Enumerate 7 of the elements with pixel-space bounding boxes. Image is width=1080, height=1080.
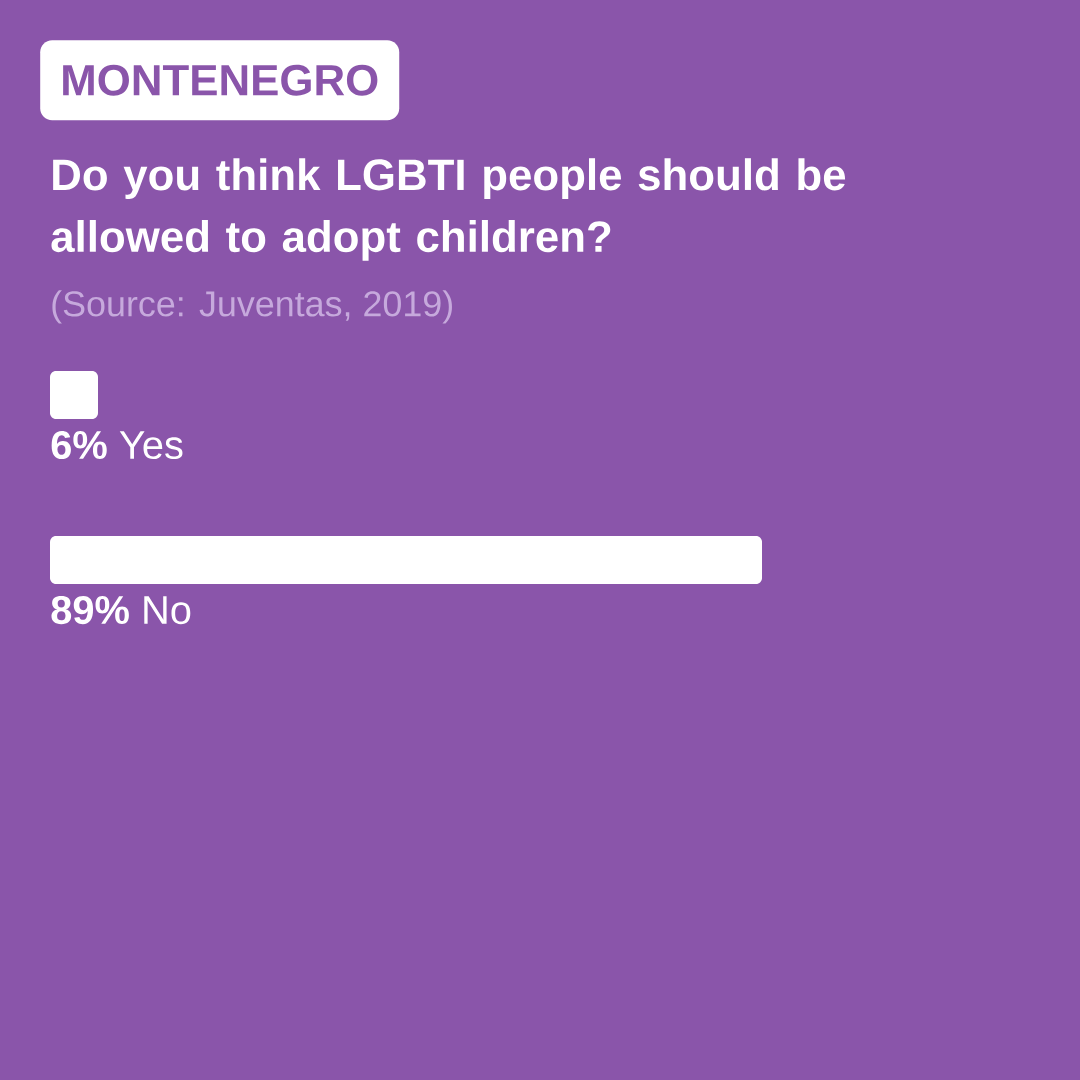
data-label: 6% — [51, 430, 107, 460]
y-tick-label: No — [144, 596, 191, 625]
chart-subtitle: MONTENEGRO — [63, 64, 378, 96]
data-label: 89% — [51, 595, 129, 625]
text: (Source: Juventas, 2019) — [52, 290, 452, 324]
chart-title: Do you think LGBTI people should be allowed to adopt children? — [51, 158, 846, 261]
y-tick-label: Yes — [119, 431, 183, 460]
